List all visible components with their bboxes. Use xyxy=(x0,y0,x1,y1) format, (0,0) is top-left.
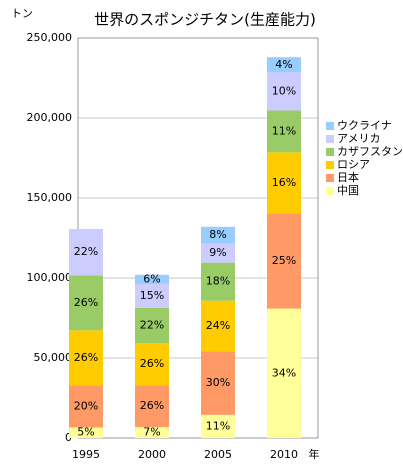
data-label: 30% xyxy=(206,376,230,389)
data-label: 22% xyxy=(140,319,164,332)
legend-swatch xyxy=(326,161,334,169)
bar-segment xyxy=(135,307,169,344)
bar-segment xyxy=(267,308,301,438)
bar-segment xyxy=(267,57,301,73)
legend-swatch xyxy=(326,174,334,182)
bar-segment xyxy=(69,427,103,438)
bar-segment xyxy=(201,243,235,263)
y-tick-label: 50,000 xyxy=(34,351,73,364)
bar-segment xyxy=(135,283,169,308)
legend-swatch xyxy=(326,148,334,156)
data-label: 11% xyxy=(272,124,296,137)
bar-segment xyxy=(267,152,301,214)
bar-segment xyxy=(135,274,169,284)
bar-segment xyxy=(135,385,169,428)
data-label: 25% xyxy=(272,254,296,267)
x-axis-label: 年 xyxy=(309,447,320,461)
x-tick-label: 2000 xyxy=(138,448,166,461)
y-tick-label: 200,000 xyxy=(27,111,73,124)
data-label: 11% xyxy=(206,419,230,432)
data-label: 24% xyxy=(206,319,230,332)
legend-label: カザフスタン xyxy=(337,145,403,158)
y-axis-label: トン xyxy=(11,7,33,20)
y-tick-label: 100,000 xyxy=(27,271,73,284)
data-label: 5% xyxy=(77,426,94,439)
legend-label: ウクライナ xyxy=(337,119,392,132)
y-tick-label: 250,000 xyxy=(27,31,73,44)
data-label: 26% xyxy=(74,296,98,309)
data-label: 4% xyxy=(275,58,292,71)
y-tick-label: 150,000 xyxy=(27,191,73,204)
data-label: 20% xyxy=(74,399,98,412)
x-tick-label: 2005 xyxy=(204,448,232,461)
bar-segment xyxy=(69,330,103,386)
legend-label: アメリカ xyxy=(337,132,380,145)
bar-segment xyxy=(201,226,235,244)
data-label: 34% xyxy=(272,366,296,379)
bar-segment xyxy=(135,343,169,386)
data-label: 10% xyxy=(272,84,296,97)
x-tick-label: 2010 xyxy=(270,448,298,461)
data-label: 26% xyxy=(74,351,98,364)
data-label: 26% xyxy=(140,357,164,370)
data-label: 7% xyxy=(143,426,160,439)
bar-segment xyxy=(267,213,301,309)
legend-swatch xyxy=(326,187,334,195)
data-label: 26% xyxy=(140,399,164,412)
bar-segment xyxy=(69,229,103,276)
bar-segment xyxy=(267,72,301,111)
bar-segment xyxy=(201,351,235,415)
chart-title: 世界のスポンジチタン(生産能力) xyxy=(94,11,316,29)
bar-segment xyxy=(135,427,169,438)
bar-segment xyxy=(201,300,235,352)
bar-segment xyxy=(69,275,103,331)
data-label: 15% xyxy=(140,289,164,302)
legend-label: ロシア xyxy=(337,158,370,171)
legend-swatch xyxy=(326,135,334,143)
bar-segment xyxy=(201,414,235,438)
x-tick-label: 1995 xyxy=(72,448,100,461)
data-label: 6% xyxy=(143,272,160,285)
data-label: 8% xyxy=(209,228,226,241)
legend-label: 中国 xyxy=(337,184,359,197)
y-tick-label: 0 xyxy=(65,431,72,444)
legend-label: 日本 xyxy=(337,170,359,184)
data-label: 16% xyxy=(272,176,296,189)
data-label: 9% xyxy=(209,246,226,259)
data-label: 22% xyxy=(74,245,98,258)
bar-segment xyxy=(267,110,301,153)
bar-segment xyxy=(69,385,103,428)
legend-swatch xyxy=(326,122,334,130)
data-label: 18% xyxy=(206,275,230,288)
bar-segment xyxy=(201,262,235,301)
